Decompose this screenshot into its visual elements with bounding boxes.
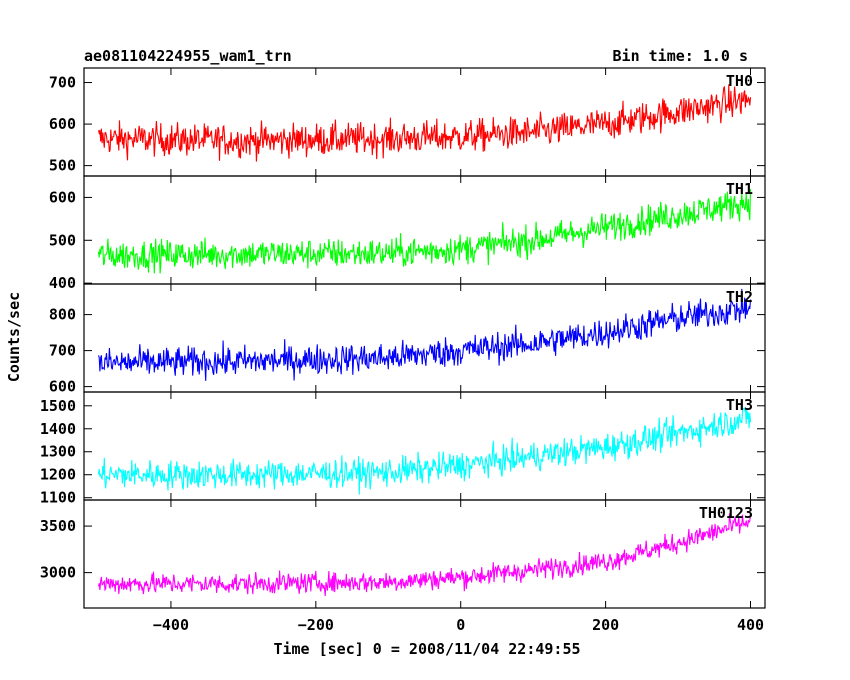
y-tick-label: 1500: [40, 397, 76, 415]
series-line-th2: [97, 288, 752, 381]
y-tick-label: 1400: [40, 420, 76, 438]
chart-title-left: ae081104224955_wam1_trn: [84, 47, 292, 65]
y-tick-label: 1100: [40, 489, 76, 507]
y-tick-label: 500: [49, 231, 76, 249]
y-tick-label: 700: [49, 74, 76, 92]
series-line-th3: [97, 406, 752, 495]
series-line-th0: [97, 84, 752, 162]
chart-title-right: Bin time: 1.0 s: [613, 47, 748, 65]
panel-frame: [83, 499, 766, 609]
panel-label-th0: TH0: [726, 72, 753, 90]
panels-group: 500 600 700 TH0 400 500 600 TH1 600 700 800 TH2 1100…: [40, 67, 766, 634]
y-tick-label: 600: [49, 115, 76, 133]
y-tick-label: 700: [49, 342, 76, 360]
series-line-th1: [97, 189, 752, 274]
panel-label-th2: TH2: [726, 288, 753, 306]
y-tick-label: 3500: [40, 517, 76, 535]
panel-frame: [83, 391, 766, 501]
series-line-th0123: [97, 513, 752, 597]
x-axis-label: Time [sec] 0 = 2008/11/04 22:49:55: [273, 640, 580, 658]
y-tick-label: 3000: [40, 564, 76, 582]
x-tick-label: 0: [456, 616, 465, 634]
y-tick-label: 800: [49, 306, 76, 324]
y-tick-label: 1200: [40, 466, 76, 484]
panel-label-th3: TH3: [726, 396, 753, 414]
y-tick-label: 1300: [40, 443, 76, 461]
panel-label-th1: TH1: [726, 180, 753, 198]
y-tick-label: 600: [49, 188, 76, 206]
x-tick-label: 200: [592, 616, 619, 634]
y-tick-label: 500: [49, 157, 76, 175]
x-tick-label: −400: [153, 616, 189, 634]
panel-frame: [83, 283, 766, 393]
panel-label-th0123: TH0123: [699, 504, 753, 522]
y-tick-label: 400: [49, 274, 76, 292]
x-tick-label: −200: [298, 616, 334, 634]
y-tick-label: 600: [49, 378, 76, 396]
panel-frame: [83, 175, 766, 285]
x-tick-label: 400: [737, 616, 764, 634]
panel-frame: [83, 67, 766, 177]
y-axis-label: Counts/sec: [5, 292, 23, 382]
